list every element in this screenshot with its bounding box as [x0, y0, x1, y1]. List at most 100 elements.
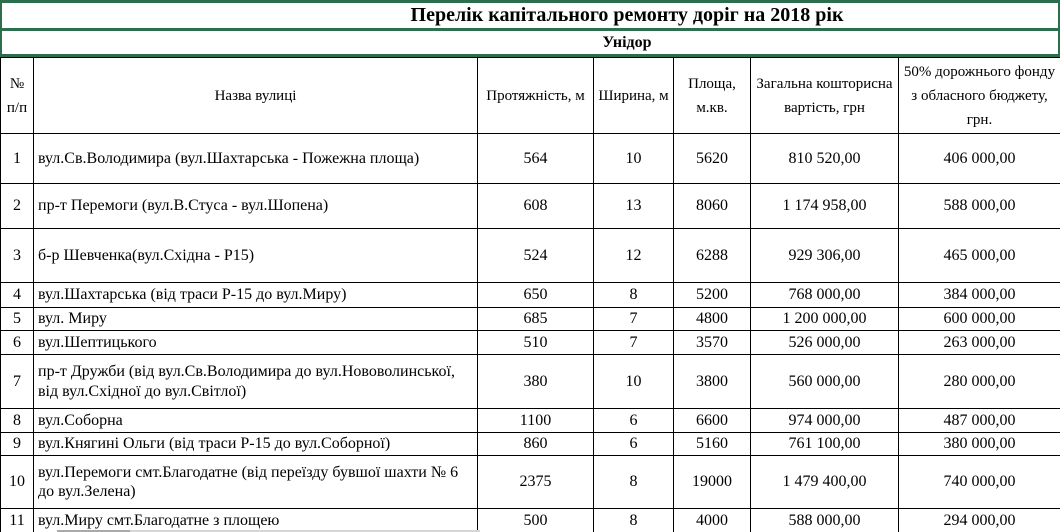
table-header: № п/п Назва вулиці Протяжність, м Ширина…: [0, 57, 1060, 134]
cell-total-cost: 560 000,00: [750, 354, 899, 409]
cell-length: 524: [477, 228, 594, 283]
cell-area: 19000: [673, 455, 751, 509]
cell-area: 8060: [673, 183, 751, 229]
table-row: 6 вул.Шептицького 510 7 3570 526 000,00 …: [0, 330, 1060, 355]
cell-width: 7: [593, 307, 674, 331]
cell-fund-50pct: 406 000,00: [898, 133, 1060, 184]
cell-length: 2375: [477, 455, 594, 509]
column-header-fund: 50% дорожнього фонду з обласного бюджету…: [898, 57, 1060, 134]
column-header-cost: Загальна кошторисна вартість, грн: [750, 57, 899, 134]
cell-row-number: 2: [0, 183, 34, 229]
cell-fund-50pct: 294 000,00: [898, 508, 1060, 532]
cell-street-name: вул.Княгині Ольги (від траси Р-15 до вул…: [33, 432, 478, 456]
cell-width: 7: [593, 330, 674, 355]
table-row: 8 вул.Соборна 1100 6 6600 974 000,00 487…: [0, 408, 1060, 433]
page-subtitle: Унідор: [602, 33, 652, 51]
cell-length: 500: [477, 508, 594, 532]
cell-street-name: пр-т Дружби (від вул.Св.Володимира до ву…: [33, 354, 478, 409]
cropped-row-edge-dark: [57, 530, 130, 532]
table-row: 7 пр-т Дружби (від вул.Св.Володимира до …: [0, 354, 1060, 409]
cell-row-number: 1: [0, 133, 34, 184]
cell-street-name: вул.Перемоги смт.Благодатне (від переїзд…: [33, 455, 478, 509]
cell-total-cost: 929 306,00: [750, 228, 899, 283]
cell-length: 564: [477, 133, 594, 184]
cell-length: 650: [477, 282, 594, 308]
cell-total-cost: 761 100,00: [750, 432, 899, 456]
cell-total-cost: 1 200 000,00: [750, 307, 899, 331]
cell-area: 5200: [673, 282, 751, 308]
cell-area: 6600: [673, 408, 751, 433]
column-header-street: Назва вулиці: [33, 57, 478, 134]
cell-street-name: вул.Шахтарська (від траси Р-15 до вул.Ми…: [33, 282, 478, 308]
table-row: 4 вул.Шахтарська (від траси Р-15 до вул.…: [0, 282, 1060, 308]
cell-row-number: 6: [0, 330, 34, 355]
cell-fund-50pct: 380 000,00: [898, 432, 1060, 456]
document-header: Перелік капітального ремонту доріг на 20…: [0, 0, 1060, 57]
cell-total-cost: 768 000,00: [750, 282, 899, 308]
cell-total-cost: 1 174 958,00: [750, 183, 899, 229]
cell-area: 5620: [673, 133, 751, 184]
table-row: 10 вул.Перемоги смт.Благодатне (від пере…: [0, 455, 1060, 509]
table-row: 9 вул.Княгині Ольги (від траси Р-15 до в…: [0, 432, 1060, 456]
cell-street-name: вул.Св.Володимира (вул.Шахтарська - Поже…: [33, 133, 478, 184]
table-body: 1 вул.Св.Володимира (вул.Шахтарська - По…: [0, 133, 1060, 532]
table-row: 3 б-р Шевченка(вул.Східна - Р15) 524 12 …: [0, 228, 1060, 283]
cell-area: 5160: [673, 432, 751, 456]
cell-width: 12: [593, 228, 674, 283]
cell-length: 685: [477, 307, 594, 331]
cell-fund-50pct: 600 000,00: [898, 307, 1060, 331]
cell-area: 4000: [673, 508, 751, 532]
table-row: 5 вул. Миру 685 7 4800 1 200 000,00 600 …: [0, 307, 1060, 331]
cell-area: 3800: [673, 354, 751, 409]
cell-width: 6: [593, 408, 674, 433]
cell-width: 8: [593, 282, 674, 308]
cell-total-cost: 974 000,00: [750, 408, 899, 433]
cell-length: 860: [477, 432, 594, 456]
cell-row-number: 7: [0, 354, 34, 409]
cell-total-cost: 588 000,00: [750, 508, 899, 532]
header-row: № п/п Назва вулиці Протяжність, м Ширина…: [0, 57, 1060, 134]
cell-row-number: 3: [0, 228, 34, 283]
cropped-row-edge-light: [130, 530, 480, 532]
cell-row-number: 4: [0, 282, 34, 308]
page-title: Перелік капітального ремонту доріг на 20…: [410, 4, 844, 26]
roads-table: № п/п Назва вулиці Протяжність, м Ширина…: [0, 57, 1060, 532]
column-header-length: Протяжність, м: [477, 57, 594, 134]
cell-fund-50pct: 465 000,00: [898, 228, 1060, 283]
cell-width: 10: [593, 354, 674, 409]
cell-fund-50pct: 487 000,00: [898, 408, 1060, 433]
cell-total-cost: 810 520,00: [750, 133, 899, 184]
cell-fund-50pct: 384 000,00: [898, 282, 1060, 308]
cell-fund-50pct: 280 000,00: [898, 354, 1060, 409]
column-header-area: Площа, м.кв.: [673, 57, 751, 134]
cell-street-name: вул.Миру смт.Благодатне з площею: [33, 508, 478, 532]
column-header-width: Ширина, м: [593, 57, 674, 134]
cell-street-name: б-р Шевченка(вул.Східна - Р15): [33, 228, 478, 283]
table-row: 1 вул.Св.Володимира (вул.Шахтарська - По…: [0, 133, 1060, 184]
cell-fund-50pct: 588 000,00: [898, 183, 1060, 229]
cell-street-name: вул. Миру: [33, 307, 478, 331]
cell-length: 608: [477, 183, 594, 229]
cell-street-name: вул.Соборна: [33, 408, 478, 433]
cell-width: 6: [593, 432, 674, 456]
cell-row-number: 5: [0, 307, 34, 331]
subtitle-row: Унідор: [0, 31, 1060, 57]
cell-street-name: вул.Шептицького: [33, 330, 478, 355]
cell-row-number: 11: [0, 508, 34, 532]
cell-area: 6288: [673, 228, 751, 283]
cell-width: 10: [593, 133, 674, 184]
table-row: 11 вул.Миру смт.Благодатне з площею 500 …: [0, 508, 1060, 532]
cell-length: 1100: [477, 408, 594, 433]
cell-total-cost: 526 000,00: [750, 330, 899, 355]
cell-fund-50pct: 263 000,00: [898, 330, 1060, 355]
cell-row-number: 8: [0, 408, 34, 433]
cell-length: 510: [477, 330, 594, 355]
cell-total-cost: 1 479 400,00: [750, 455, 899, 509]
cell-area: 4800: [673, 307, 751, 331]
cell-width: 8: [593, 455, 674, 509]
cell-fund-50pct: 740 000,00: [898, 455, 1060, 509]
table-row: 2 пр-т Перемоги (вул.В.Стуса - вул.Шопен…: [0, 183, 1060, 229]
column-header-num: № п/п: [0, 57, 34, 134]
cell-area: 3570: [673, 330, 751, 355]
